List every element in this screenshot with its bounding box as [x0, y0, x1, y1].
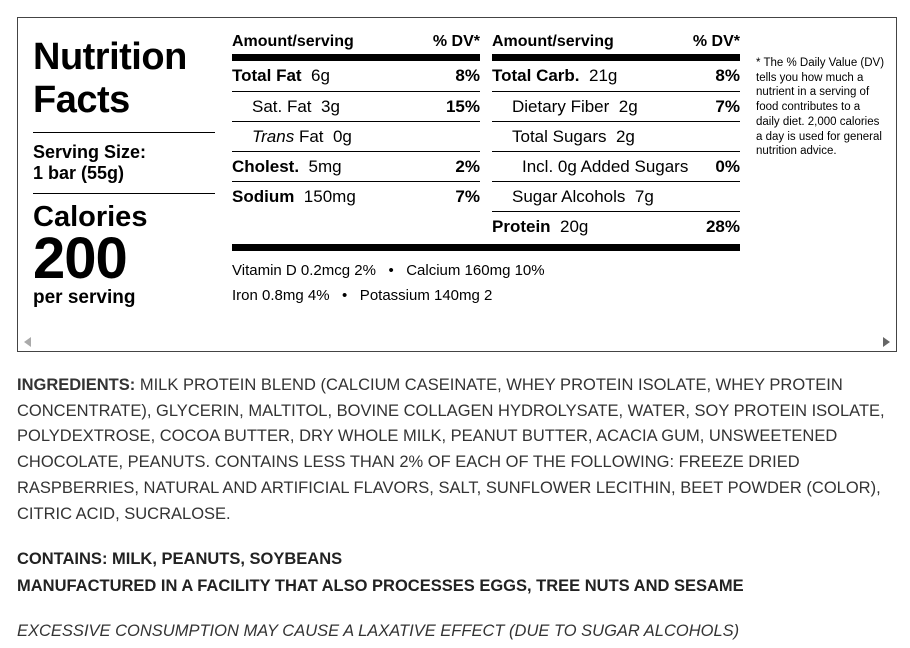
contains-statement: CONTAINS: MILK, PEANUTS, SOYBEANS	[17, 550, 343, 568]
vitamins-block: Vitamin D 0.2mcg 2% • Calcium 160mg 10% …	[232, 244, 740, 308]
nutrition-title-line1: Nutrition	[33, 36, 187, 78]
nutrient-row-sugar-alcohols: Sugar Alcohols 7g	[492, 181, 740, 211]
nutrient-dv: 8%	[455, 66, 480, 85]
nutrient-dv: 8%	[715, 66, 740, 85]
nutrient-name: Sat. Fat	[252, 96, 312, 116]
nutrient-name-italic: Trans	[252, 126, 295, 146]
dv-header: % DV*	[692, 33, 740, 50]
nutrient-amount: 3g	[320, 96, 340, 116]
nutrient-row-protein: Protein 20g 28%	[492, 211, 740, 241]
serving-size-label: Serving Size:	[33, 142, 147, 162]
nutrient-row-added-sugars: Incl. 0g Added Sugars 0%	[492, 151, 740, 181]
scroll-right-arrow-icon[interactable]	[883, 337, 890, 347]
serving-size: Serving Size: 1 bar (55g)	[33, 133, 215, 193]
nutrient-name: Sugar Alcohols	[512, 186, 626, 206]
divider	[33, 193, 215, 194]
amount-serving-header: Amount/serving	[232, 33, 354, 50]
nutrient-dv: 2%	[455, 156, 480, 176]
dv-header: % DV*	[432, 33, 480, 50]
nutrient-row-total-carb: Total Carb. 21g 8%	[492, 61, 740, 91]
ingredients-label: INGREDIENTS:	[17, 376, 136, 394]
per-serving-label: per serving	[33, 287, 136, 308]
table-header: Amount/serving % DV*	[492, 30, 740, 54]
nutrient-row-total-sugars: Total Sugars 2g	[492, 121, 740, 151]
vitamins-minerals: Vitamin D 0.2mcg 2% • Calcium 160mg 10% …	[232, 251, 740, 308]
nutrient-dv: 0%	[715, 156, 740, 176]
nutrient-row-cholesterol: Cholest. 5mg 2%	[232, 151, 480, 181]
minerals-line: Iron 0.8mg 4% • Potassium 140mg 2	[232, 287, 493, 304]
vitamins-line: Vitamin D 0.2mcg 2% • Calcium 160mg 10%	[232, 262, 545, 279]
thick-rule	[492, 54, 740, 61]
nutrient-dv: 15%	[445, 96, 480, 116]
amount-serving-header: Amount/serving	[492, 33, 614, 50]
nutrient-amount: 0g	[332, 126, 352, 146]
nutrient-name: Total Carb.	[492, 66, 580, 85]
nutrient-amount: 7g	[634, 186, 654, 206]
nutrient-table-right: Amount/serving % DV* Total Carb. 21g 8% …	[492, 30, 740, 241]
nutrient-row-sat-fat: Sat. Fat 3g 15%	[232, 91, 480, 121]
ingredients-text: INGREDIENTS: MILK PROTEIN BLEND (CALCIUM…	[17, 373, 897, 527]
table-header: Amount/serving % DV*	[232, 30, 480, 54]
calories-label: Calories	[33, 201, 148, 233]
nutrient-table-left: Amount/serving % DV* Total Fat 6g 8% Sat…	[232, 30, 480, 211]
calories-value: 200	[33, 226, 128, 291]
nutrient-name: Fat	[298, 126, 324, 146]
nutrition-title-line2: Facts	[33, 79, 130, 121]
laxative-warning: EXCESSIVE CONSUMPTION MAY CAUSE A LAXATI…	[17, 622, 740, 640]
nutrient-row-trans-fat: Trans Fat 0g	[232, 121, 480, 151]
thick-rule	[232, 244, 740, 251]
daily-value-footnote: * The % Daily Value (DV) tells you how m…	[756, 57, 885, 158]
thick-rule	[232, 54, 480, 61]
nutrient-name: Protein	[492, 216, 551, 236]
nutrient-name: Incl. 0g Added Sugars	[522, 156, 689, 176]
nutrient-name: Sodium	[232, 186, 295, 206]
nutrient-name: Cholest.	[232, 156, 300, 176]
serving-size-value: 1 bar (55g)	[33, 163, 125, 183]
nutrient-dv: 7%	[455, 186, 480, 206]
scroll-left-arrow-icon[interactable]	[24, 337, 31, 347]
nutrition-facts-panel: Nutrition Facts Serving Size: 1 bar (55g…	[17, 17, 897, 352]
nutrient-name: Total Sugars	[512, 126, 607, 146]
nutrient-row-total-fat: Total Fat 6g 8%	[232, 61, 480, 91]
divider	[33, 132, 215, 133]
nutrient-dv: 28%	[705, 216, 740, 236]
nutrient-name: Dietary Fiber	[512, 96, 610, 116]
nutrient-row-dietary-fiber: Dietary Fiber 2g 7%	[492, 91, 740, 121]
nutrient-amount: 2g	[615, 126, 635, 146]
nutrient-row-sodium: Sodium 150mg 7%	[232, 181, 480, 211]
nutrient-amount: 2g	[618, 96, 638, 116]
ingredients-list: MILK PROTEIN BLEND (CALCIUM CASEINATE, W…	[17, 376, 885, 523]
nutrient-amount: 21g	[588, 66, 618, 85]
nutrient-dv: 7%	[715, 96, 740, 116]
nutrient-name: Total Fat	[232, 66, 302, 85]
nutrient-amount: 20g	[560, 216, 589, 236]
nutrient-amount: 150mg	[303, 186, 356, 206]
nutrient-amount: 5mg	[308, 156, 342, 176]
facility-statement: MANUFACTURED IN A FACILITY THAT ALSO PRO…	[17, 577, 744, 595]
allergen-info: CONTAINS: MILK, PEANUTS, SOYBEANS MANUFA…	[17, 546, 897, 600]
nutrient-amount: 6g	[311, 66, 330, 85]
nutrition-summary: Nutrition Facts Serving Size: 1 bar (55g…	[33, 36, 215, 309]
horizontal-scrollbar[interactable]	[18, 333, 896, 351]
